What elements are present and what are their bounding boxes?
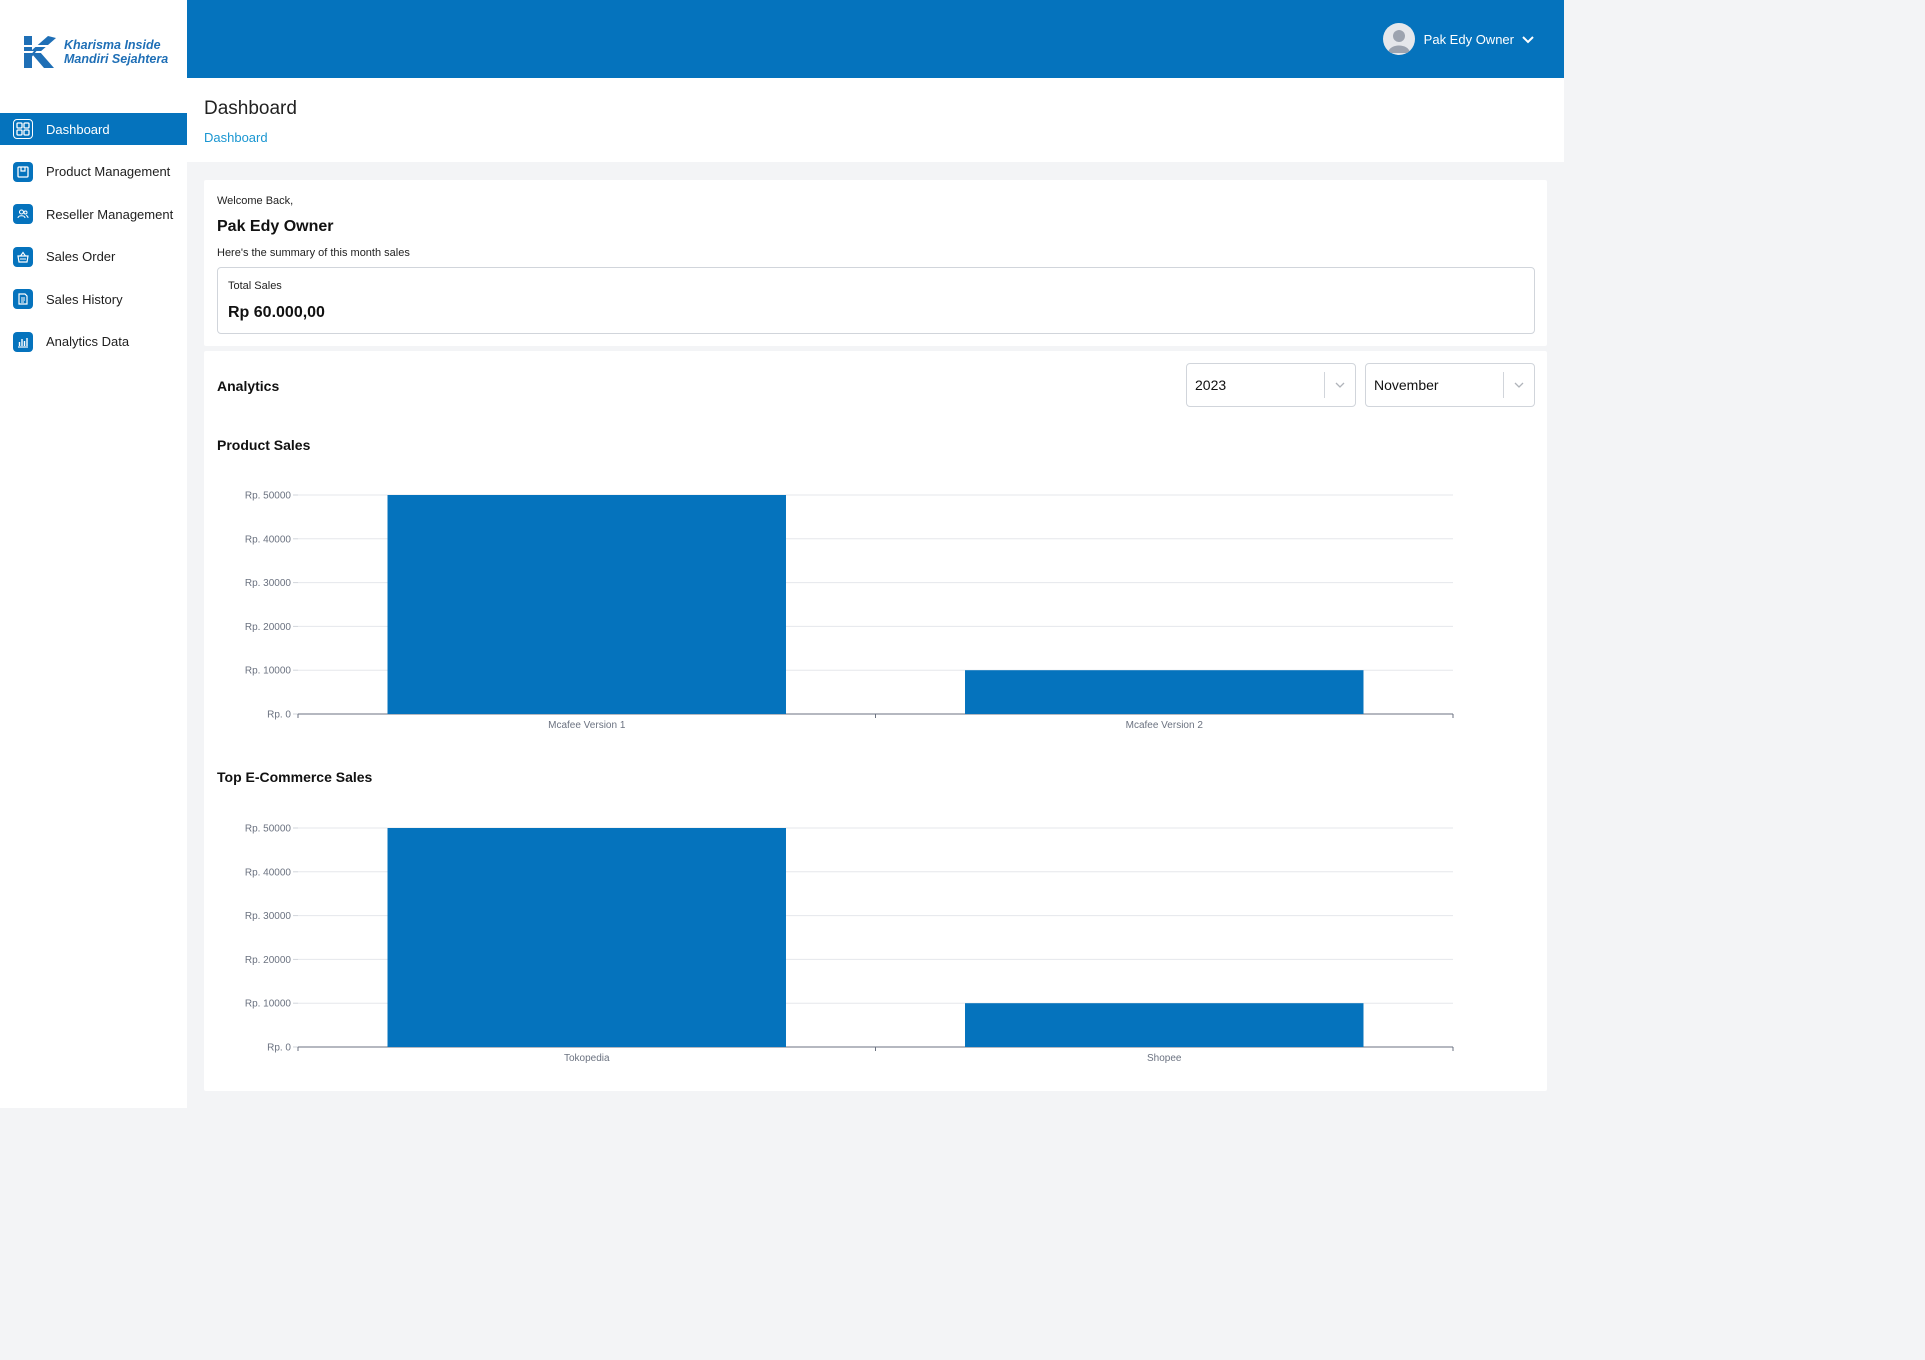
sidebar-item-sales-history[interactable]: Sales History bbox=[0, 283, 187, 315]
sidebar-item-reseller-management[interactable]: Reseller Management bbox=[0, 198, 187, 230]
sidebar-item-label: Analytics Data bbox=[46, 334, 130, 349]
top-bar: Pak Edy Owner bbox=[187, 0, 1564, 78]
sidebar-item-label: Sales Order bbox=[46, 249, 116, 264]
ecommerce-sales-chart: Rp. 0 Rp. 10000 Rp. 20000 Rp. 30000 Rp. 4000… bbox=[204, 809, 1547, 1069]
sidebar-nav: Dashboard Product Management Reseller bbox=[0, 113, 187, 368]
analytics-title: Analytics bbox=[217, 378, 280, 394]
chevron-down-icon bbox=[1522, 32, 1534, 47]
brand-name: Kharisma Inside Mandiri Sejahtera bbox=[64, 38, 168, 66]
y-tick-label: Rp. 10000 bbox=[245, 666, 292, 677]
users-icon bbox=[13, 204, 33, 224]
year-select[interactable]: 2023 bbox=[1186, 363, 1356, 407]
sidebar-item-label: Reseller Management bbox=[46, 206, 174, 222]
total-sales-label: Total Sales bbox=[228, 280, 282, 292]
bar bbox=[965, 670, 1364, 714]
brand-line2: Mandiri Sejahtera bbox=[64, 52, 169, 66]
y-tick-label: Rp. 30000 bbox=[245, 578, 292, 589]
page-header: Dashboard Dashboard bbox=[187, 78, 1564, 162]
sidebar-item-label: Product Management bbox=[46, 164, 171, 179]
bar-chart-icon bbox=[13, 331, 33, 352]
bar bbox=[387, 828, 786, 1047]
sidebar-item-label: Sales History bbox=[46, 291, 123, 307]
total-sales-box: Total Sales Rp 60.000,00 bbox=[217, 267, 1535, 334]
welcome-subtitle: Here's the summary of this month sales bbox=[217, 247, 410, 259]
product-sales-title: Product Sales bbox=[217, 437, 311, 453]
brand-logo[interactable]: Kharisma Inside Mandiri Sejahtera bbox=[18, 30, 173, 74]
dashboard-grid-icon bbox=[13, 119, 33, 139]
user-menu[interactable]: Pak Edy Owner bbox=[1382, 22, 1534, 56]
sidebar-item-dashboard[interactable]: Dashboard bbox=[0, 113, 187, 145]
y-tick-label: Rp. 40000 bbox=[245, 534, 292, 545]
y-tick-label: Rp. 0 bbox=[267, 1043, 291, 1054]
y-tick-label: Rp. 20000 bbox=[245, 622, 292, 633]
brand-line1: Kharisma Inside bbox=[64, 38, 161, 52]
welcome-card: Welcome Back, Pak Edy Owner Here's the s… bbox=[204, 180, 1547, 346]
y-tick-label: Rp. 10000 bbox=[245, 999, 292, 1010]
product-sales-chart: Rp. 0 Rp. 10000 Rp. 20000 Rp. 30000 Rp. 4000… bbox=[204, 476, 1547, 736]
bar bbox=[387, 495, 786, 714]
total-sales-value: Rp 60.000,00 bbox=[228, 304, 325, 321]
x-tick-label: Shopee bbox=[1147, 1053, 1182, 1064]
analytics-card: Analytics 2023 November Product Sales Rp… bbox=[204, 351, 1547, 1091]
month-select[interactable]: November bbox=[1365, 363, 1535, 407]
sidebar-item-product-management[interactable]: Product Management bbox=[0, 156, 187, 188]
breadcrumb[interactable]: Dashboard bbox=[204, 130, 268, 145]
select-divider bbox=[1324, 372, 1325, 398]
product-box-icon bbox=[13, 161, 33, 182]
sidebar-item-analytics-data[interactable]: Analytics Data bbox=[0, 326, 187, 358]
y-tick-label: Rp. 20000 bbox=[245, 955, 292, 966]
avatar bbox=[1382, 23, 1415, 55]
sidebar-item-sales-order[interactable]: Sales Order bbox=[0, 241, 187, 273]
y-tick-label: Rp. 40000 bbox=[245, 867, 292, 878]
y-tick-label: Rp. 30000 bbox=[245, 911, 292, 922]
month-select-value: November bbox=[1374, 377, 1439, 393]
x-tick-label: Tokopedia bbox=[564, 1053, 610, 1064]
y-tick-label: Rp. 0 bbox=[267, 710, 291, 721]
chart-svg: Rp. 0 Rp. 10000 Rp. 20000 Rp. 30000 Rp. 4000… bbox=[245, 491, 1454, 731]
user-name: Pak Edy Owner bbox=[1423, 31, 1514, 47]
basket-icon bbox=[13, 246, 33, 267]
bar bbox=[965, 1003, 1364, 1047]
select-divider bbox=[1503, 372, 1504, 398]
chevron-down-icon bbox=[1325, 382, 1355, 388]
welcome-name: Pak Edy Owner bbox=[217, 218, 334, 235]
document-icon bbox=[13, 289, 33, 309]
ecommerce-sales-title: Top E-Commerce Sales bbox=[217, 769, 373, 785]
sidebar-item-label: Dashboard bbox=[46, 121, 110, 137]
y-tick-label: Rp. 50000 bbox=[245, 824, 292, 835]
year-select-value: 2023 bbox=[1195, 377, 1227, 393]
welcome-greeting: Welcome Back, bbox=[217, 195, 294, 207]
sidebar: Kharisma Inside Mandiri Sejahtera Dashbo… bbox=[0, 0, 187, 1108]
page-title: Dashboard bbox=[204, 98, 297, 119]
x-tick-label: Mcafee Version 1 bbox=[548, 720, 626, 731]
y-tick-label: Rp. 50000 bbox=[245, 491, 292, 502]
chart-svg: Rp. 0 Rp. 10000 Rp. 20000 Rp. 30000 Rp. 4000… bbox=[245, 824, 1454, 1064]
chevron-down-icon bbox=[1504, 382, 1534, 388]
brand-mark-icon bbox=[18, 30, 62, 74]
x-tick-label: Mcafee Version 2 bbox=[1126, 720, 1204, 731]
